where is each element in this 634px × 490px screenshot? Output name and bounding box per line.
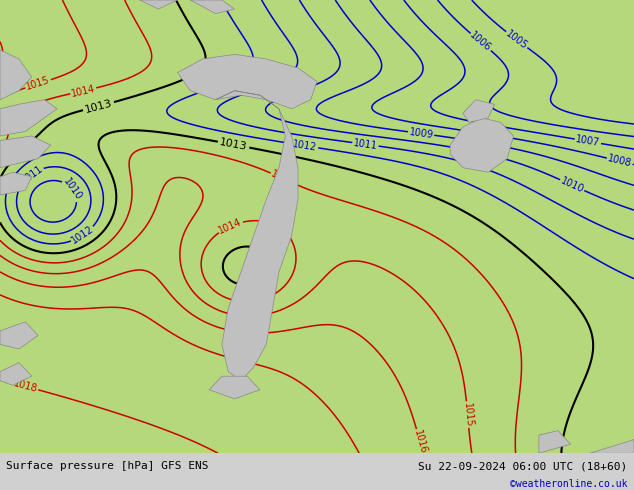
Polygon shape	[0, 136, 51, 168]
Text: 1006: 1006	[468, 30, 493, 54]
Text: 1013: 1013	[84, 98, 113, 115]
Polygon shape	[0, 363, 32, 385]
Polygon shape	[539, 431, 571, 453]
Text: 1015: 1015	[462, 402, 474, 427]
Text: 1013: 1013	[219, 137, 249, 152]
Text: 1018: 1018	[12, 378, 39, 394]
Text: 1014: 1014	[70, 83, 96, 98]
Text: 1010: 1010	[559, 175, 585, 195]
Text: 1010: 1010	[61, 177, 84, 202]
Polygon shape	[590, 440, 634, 453]
Text: 1015: 1015	[25, 75, 51, 92]
Polygon shape	[0, 172, 32, 195]
Text: 1008: 1008	[607, 153, 633, 169]
Text: 1013: 1013	[256, 259, 278, 289]
Polygon shape	[209, 376, 260, 399]
Polygon shape	[450, 118, 514, 172]
Text: 1014: 1014	[269, 169, 296, 188]
Text: 1014: 1014	[217, 217, 243, 236]
Text: 1017: 1017	[228, 353, 255, 368]
Polygon shape	[190, 0, 235, 14]
Polygon shape	[0, 50, 32, 100]
Polygon shape	[178, 54, 317, 109]
Text: Su 22-09-2024 06:00 UTC (18+60): Su 22-09-2024 06:00 UTC (18+60)	[418, 461, 628, 471]
Polygon shape	[0, 322, 38, 349]
Polygon shape	[463, 100, 495, 122]
Text: 1005: 1005	[504, 28, 529, 51]
Text: Surface pressure [hPa] GFS ENS: Surface pressure [hPa] GFS ENS	[6, 461, 209, 471]
Text: 1009: 1009	[408, 127, 434, 140]
Text: 1011: 1011	[19, 163, 44, 185]
Text: 1011: 1011	[353, 138, 378, 151]
Text: 1012: 1012	[70, 224, 96, 246]
Text: 1007: 1007	[575, 134, 601, 148]
Polygon shape	[139, 0, 178, 9]
Polygon shape	[216, 91, 298, 381]
Text: 1012: 1012	[292, 139, 318, 153]
Text: ©weatheronline.co.uk: ©weatheronline.co.uk	[510, 480, 628, 490]
Polygon shape	[0, 100, 57, 136]
Text: 1016: 1016	[412, 429, 429, 455]
